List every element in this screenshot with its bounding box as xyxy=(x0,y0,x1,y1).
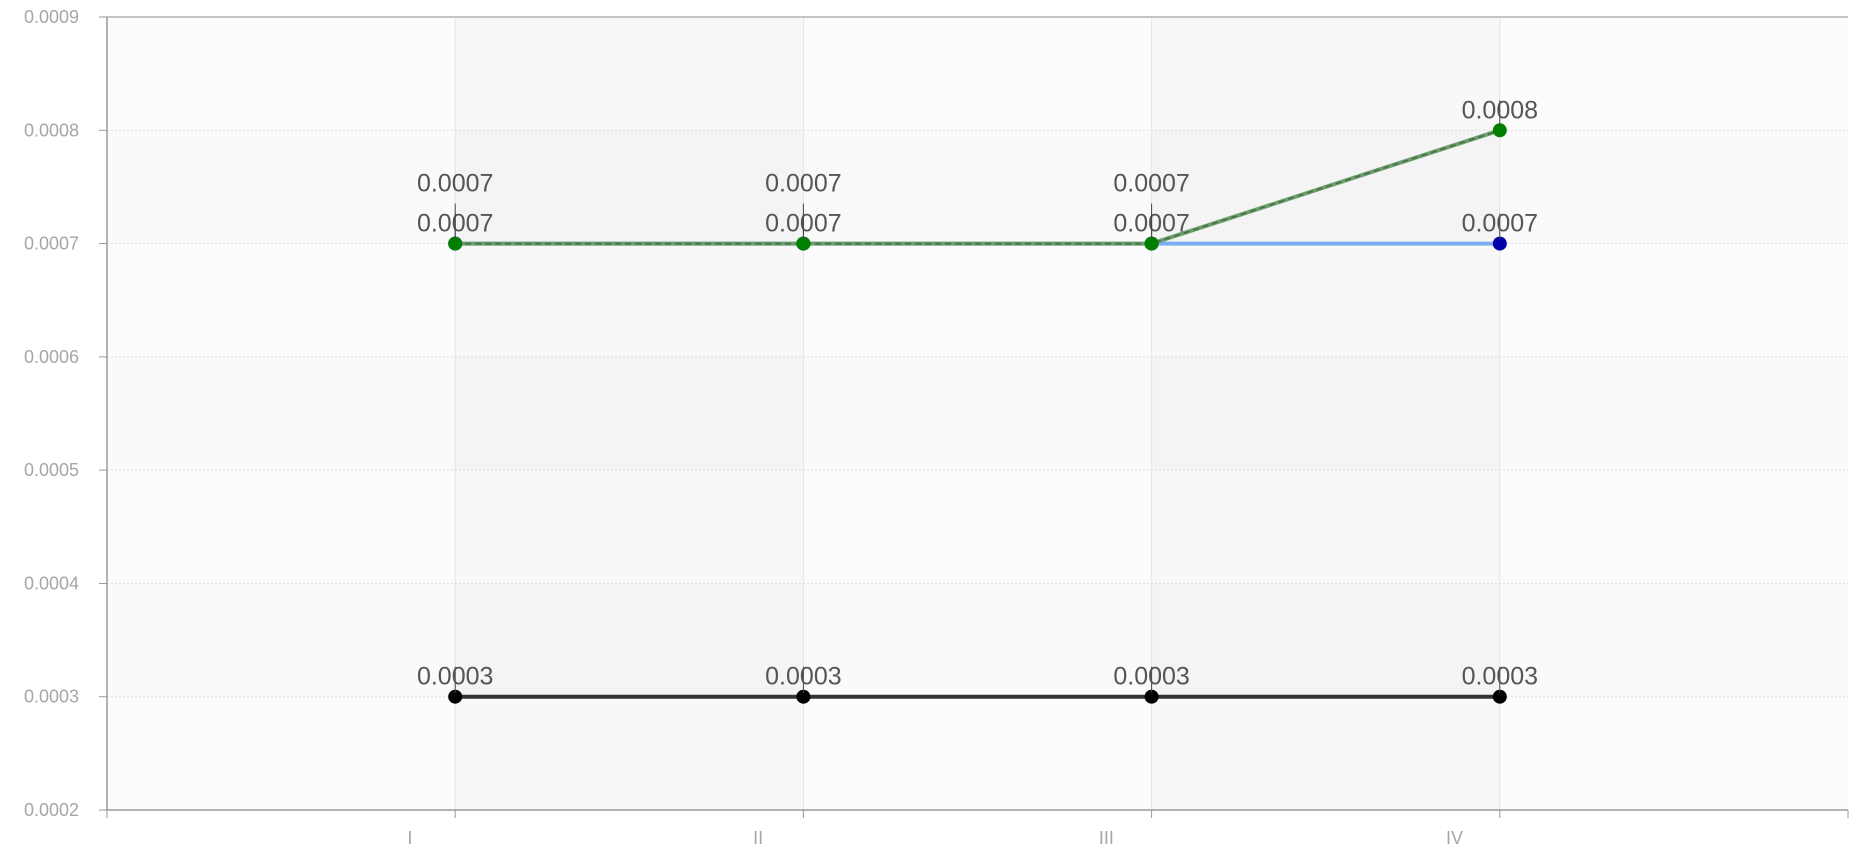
y-tick-label: 0.0003 xyxy=(24,687,79,707)
y-tick-label: 0.0009 xyxy=(24,7,79,27)
plot-hband xyxy=(107,696,1848,810)
y-tick-label: 0.0005 xyxy=(24,460,79,480)
plot-band xyxy=(455,17,804,810)
plot-hband xyxy=(107,17,1848,131)
data-label: 0.0003 xyxy=(1113,663,1189,691)
x-tick-label: II xyxy=(753,828,763,848)
data-point[interactable] xyxy=(448,689,463,704)
data-label: 0.0007 xyxy=(1113,170,1189,198)
plot-band xyxy=(107,17,456,810)
y-tick-label: 0.0007 xyxy=(24,234,79,254)
y-tick-label: 0.0004 xyxy=(24,573,79,593)
plot-band xyxy=(1499,17,1848,810)
y-tick-label: 0.0008 xyxy=(24,120,79,140)
plot-hband xyxy=(107,470,1848,584)
x-tick-label: III xyxy=(1099,828,1114,848)
data-point[interactable] xyxy=(1492,123,1507,138)
plot-hband xyxy=(107,243,1848,357)
y-tick-label: 0.0006 xyxy=(24,347,79,367)
y-tick-label: 0.0002 xyxy=(24,800,79,820)
plot-band xyxy=(1151,17,1500,810)
data-point[interactable] xyxy=(448,236,463,251)
data-label: 0.0003 xyxy=(1462,663,1538,691)
x-tick-label: IV xyxy=(1446,828,1463,848)
data-label: 0.0003 xyxy=(765,663,841,691)
data-point[interactable] xyxy=(796,689,811,704)
data-label: 0.0003 xyxy=(417,663,493,691)
data-label: 0.0007 xyxy=(765,170,841,198)
series-line-dash xyxy=(455,129,1501,245)
data-point[interactable] xyxy=(1144,236,1159,251)
data-label: 0.0008 xyxy=(1462,96,1538,124)
data-label: 0.0007 xyxy=(1462,210,1538,238)
plot-band xyxy=(803,17,1152,810)
data-point[interactable] xyxy=(796,236,811,251)
data-label: 0.0007 xyxy=(417,170,493,198)
data-point[interactable] xyxy=(1144,689,1159,704)
data-point[interactable] xyxy=(1492,689,1507,704)
x-tick-label: I xyxy=(407,828,412,848)
data-point[interactable] xyxy=(1492,236,1507,251)
